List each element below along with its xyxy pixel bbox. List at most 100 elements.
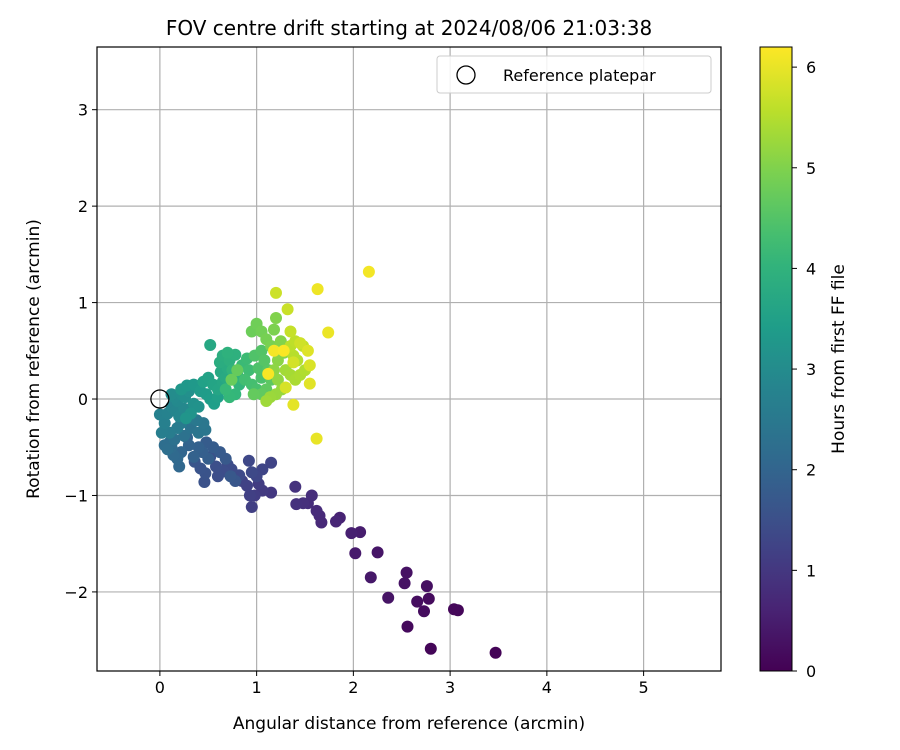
scatter-point (243, 489, 256, 502)
scatter-point (155, 426, 168, 439)
colorbar-tick-label: 5 (806, 159, 816, 178)
legend: Reference platepar (436, 55, 712, 94)
colorbar-gradient (759, 46, 793, 672)
x-tick-label: 1 (252, 678, 262, 697)
scatter-point (262, 367, 275, 380)
scatter-point (322, 326, 335, 339)
scatter-point (489, 646, 502, 659)
x-tick-label: 3 (445, 678, 455, 697)
scatter-point (301, 344, 314, 357)
y-tick-label: −2 (64, 583, 88, 602)
x-tick-label: 4 (542, 678, 552, 697)
gridlines (97, 47, 721, 671)
x-axis-label: Angular distance from reference (arcmin) (233, 714, 585, 734)
scatter-point (330, 515, 342, 528)
colorbar-tick-label: 3 (806, 360, 816, 379)
scatter-point (354, 526, 367, 539)
scatter-point (345, 527, 358, 540)
scatter-point (255, 344, 268, 357)
scatter-point (245, 466, 258, 479)
legend-marker-reference (456, 65, 476, 85)
x-axis-ticks: 0 1 2 3 4 5 (155, 671, 649, 697)
scatter-point (265, 456, 278, 469)
scatter-point (204, 339, 217, 351)
scatter-point (219, 383, 232, 396)
scatter-point (310, 504, 323, 517)
scatter-point (260, 395, 273, 407)
reference-marker (150, 389, 170, 409)
colorbar: 0 1 2 3 4 5 6 Hours from first FF file (759, 46, 849, 681)
scatter-point (382, 591, 395, 604)
scatter-point (303, 359, 316, 372)
scatter-point (277, 344, 290, 357)
colorbar-tick-label: 6 (806, 58, 816, 77)
scatter-point (268, 323, 280, 336)
colorbar-label: Hours from first FF file (829, 264, 849, 454)
reference-platepar-marker (150, 389, 170, 409)
scatter-point (422, 592, 435, 605)
scatter-point (303, 377, 316, 390)
scatter-point (287, 356, 300, 369)
legend-entry-reference: Reference platepar (503, 66, 656, 85)
scatter-point (271, 354, 284, 367)
colorbar-tick-label: 0 (806, 662, 816, 681)
scatter-point (418, 605, 430, 618)
scatter-point (270, 286, 282, 299)
scatter-point (398, 577, 411, 590)
x-tick-label: 5 (639, 678, 649, 697)
scatter-point (211, 470, 224, 483)
scatter-point (192, 400, 205, 413)
scatter-point (364, 571, 377, 584)
y-tick-label: 1 (78, 294, 88, 313)
scatter-point (245, 501, 258, 513)
scatter-point (287, 398, 300, 411)
scatter-point (268, 344, 280, 357)
scatter-point (271, 373, 284, 386)
scatter-point (400, 566, 413, 579)
scatter-point (161, 443, 174, 456)
scatter-point (310, 432, 323, 445)
x-tick-label: 0 (155, 678, 165, 697)
scatter-point (420, 580, 433, 593)
scatter-point (274, 335, 287, 348)
scatter-point (281, 303, 294, 316)
colorbar-tick-label: 4 (806, 259, 816, 278)
data-points (153, 265, 502, 659)
scatter-point (362, 265, 375, 278)
scatter-point (284, 325, 297, 338)
scatter-point (258, 354, 271, 367)
scatter-point (448, 603, 460, 616)
scatter-point (290, 498, 303, 511)
y-axis-label: Rotation from reference (arcmin) (24, 219, 44, 499)
scatter-point (305, 489, 318, 502)
scatter-point (225, 373, 238, 386)
scatter-point (294, 337, 307, 350)
scatter-point (401, 620, 414, 633)
colorbar-tick-label: 1 (806, 561, 816, 580)
scatter-point (311, 283, 324, 296)
y-tick-label: 3 (78, 101, 88, 120)
scatter-point (247, 388, 260, 401)
scatter-point (231, 364, 244, 377)
scatter-point (221, 346, 234, 359)
scatter-point (349, 547, 362, 560)
chart-title: FOV centre drift starting at 2024/08/06 … (166, 16, 652, 40)
scatter-point (198, 476, 211, 488)
x-tick-label: 2 (348, 678, 358, 697)
scatter-point (289, 480, 302, 493)
scatter-point (180, 412, 192, 425)
scatter-point (224, 470, 237, 483)
y-tick-label: 2 (78, 197, 88, 216)
scatter-point (270, 312, 282, 324)
colorbar-tick-label: 2 (806, 461, 816, 480)
y-tick-label: −1 (64, 486, 88, 505)
colorbar-ticks: 0 1 2 3 4 5 6 (792, 58, 816, 681)
scatter-point (242, 454, 255, 467)
scatter-point (192, 441, 205, 454)
scatter-point (279, 381, 292, 394)
scatter-point (424, 642, 437, 655)
scatter-point (187, 450, 200, 463)
y-axis-ticks: −2 −1 0 1 2 3 (64, 101, 97, 602)
scatter-point (242, 364, 255, 377)
